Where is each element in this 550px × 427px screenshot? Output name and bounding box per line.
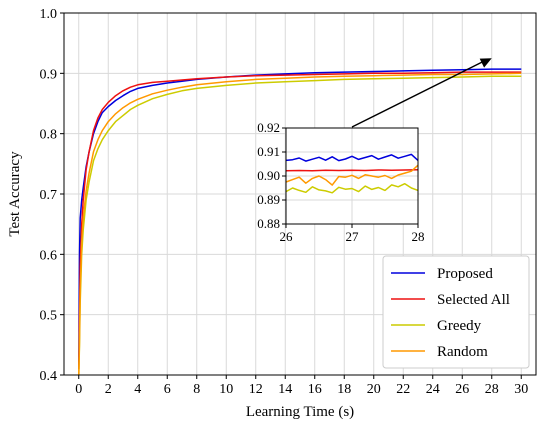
zoom-arrow-head bbox=[479, 58, 492, 68]
x-tick-label: 16 bbox=[308, 382, 322, 397]
inset-y-tick-label: 0.89 bbox=[257, 192, 280, 207]
x-tick-label: 22 bbox=[396, 382, 410, 397]
series-line-greedy bbox=[78, 75, 522, 376]
inset-x-tick-label: 28 bbox=[412, 229, 425, 244]
x-tick-label: 24 bbox=[426, 382, 440, 397]
y-tick-label: 0.6 bbox=[40, 248, 58, 263]
inset-y-tick-label: 0.88 bbox=[257, 216, 280, 231]
legend: Proposed Selected All Greedy Random bbox=[382, 255, 530, 369]
y-tick-label: 0.8 bbox=[40, 128, 58, 143]
zoom-arrow bbox=[351, 58, 492, 128]
x-tick-label: 2 bbox=[105, 382, 112, 397]
inset-series-line-proposed bbox=[285, 153, 419, 162]
inset-series-line-random bbox=[285, 164, 419, 186]
inset-y-tick-label: 0.91 bbox=[257, 144, 280, 159]
y-tick-label: 0.5 bbox=[40, 309, 58, 324]
x-tick-label: 4 bbox=[134, 382, 141, 397]
inset-y-tick-label: 0.92 bbox=[257, 120, 280, 135]
legend-label-proposed: Proposed bbox=[437, 266, 493, 282]
x-tick-label: 0 bbox=[75, 382, 82, 397]
inset-zoom-plot: 26 27 28 0.88 0.89 0.90 0.91 0.92 bbox=[257, 120, 424, 244]
main-axis-ticks: 0 2 4 6 8 10 12 14 16 18 20 22 24 26 28 300.40.50.60.70… bbox=[40, 7, 529, 397]
series-line-random bbox=[78, 72, 522, 376]
x-axis-label: Learning Time (s) bbox=[246, 404, 354, 420]
main-series-lines bbox=[78, 68, 522, 376]
inset-series-line-greedy bbox=[285, 182, 419, 194]
y-tick-label: 1.0 bbox=[40, 7, 58, 22]
x-tick-label: 28 bbox=[485, 382, 499, 397]
inset-x-tick-label: 27 bbox=[346, 229, 360, 244]
legend-box bbox=[382, 255, 530, 369]
y-tick-label: 0.4 bbox=[40, 369, 58, 384]
x-tick-label: 8 bbox=[193, 382, 200, 397]
series-line-selected-all bbox=[78, 71, 522, 370]
x-tick-label: 18 bbox=[337, 382, 351, 397]
x-tick-label: 30 bbox=[514, 382, 528, 397]
zoom-arrow-line bbox=[351, 60, 485, 128]
x-tick-label: 26 bbox=[455, 382, 469, 397]
inset-series-lines bbox=[285, 153, 419, 194]
x-tick-label: 10 bbox=[219, 382, 233, 397]
inset-x-tick-label: 26 bbox=[280, 229, 294, 244]
y-tick-label: 0.7 bbox=[40, 188, 58, 203]
x-tick-label: 12 bbox=[249, 382, 263, 397]
legend-label-selected-all: Selected All bbox=[437, 292, 510, 308]
legend-label-random: Random bbox=[437, 344, 488, 360]
x-tick-label: 20 bbox=[367, 382, 381, 397]
legend-label-greedy: Greedy bbox=[437, 318, 482, 334]
y-tick-label: 0.9 bbox=[40, 67, 58, 82]
x-tick-label: 14 bbox=[278, 382, 292, 397]
inset-axis-ticks: 26 27 28 0.88 0.89 0.90 0.91 0.92 bbox=[257, 120, 424, 244]
y-axis-label: Test Accuracy bbox=[7, 151, 23, 237]
inset-y-tick-label: 0.90 bbox=[257, 168, 280, 183]
inset-series-line-selected-all bbox=[285, 169, 419, 172]
x-tick-label: 6 bbox=[164, 382, 171, 397]
